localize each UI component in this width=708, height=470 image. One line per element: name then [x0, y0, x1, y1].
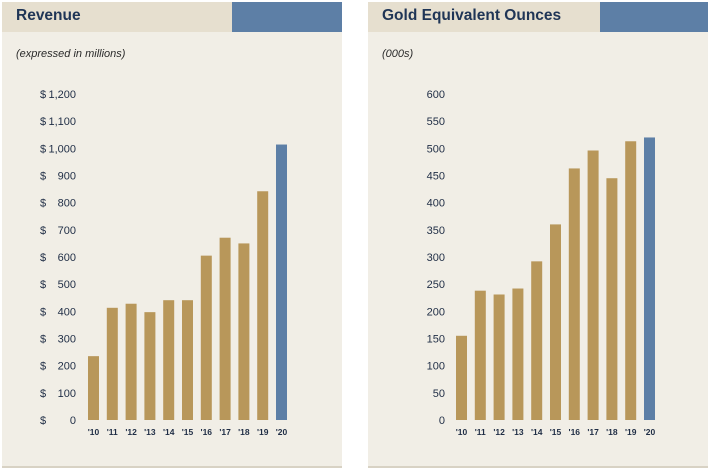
- bar: [493, 294, 505, 420]
- x-tick-label: '16: [201, 427, 213, 437]
- bar: [182, 300, 193, 420]
- y-tick-label: 1,200: [48, 89, 76, 101]
- revenue-header-band: [2, 2, 232, 32]
- bar: [474, 290, 486, 420]
- bar: [257, 191, 269, 420]
- bar: [200, 255, 212, 420]
- y-tick-label: 200: [58, 361, 76, 373]
- y-tick-currency: $: [40, 171, 46, 183]
- bar: [550, 224, 561, 420]
- x-tick-label: '12: [493, 427, 505, 437]
- bar: [587, 150, 599, 421]
- y-tick-label: 150: [427, 334, 445, 346]
- bar: [531, 261, 543, 420]
- bar: [125, 303, 137, 420]
- y-tick-label: 400: [58, 306, 76, 318]
- y-tick-label: 100: [427, 361, 445, 373]
- bar: [456, 335, 467, 420]
- bar: [512, 288, 524, 420]
- x-tick-label: '11: [475, 427, 486, 437]
- y-tick-currency: $: [40, 143, 46, 155]
- x-tick-label: '15: [182, 427, 194, 437]
- y-tick-currency: $: [40, 252, 46, 264]
- x-tick-label: '14: [531, 427, 543, 437]
- bar: [219, 237, 231, 420]
- y-tick-label: 250: [427, 279, 445, 291]
- y-tick-label: 450: [427, 171, 445, 183]
- x-tick-label: '11: [107, 427, 118, 437]
- ounces-subtitle: (000s): [382, 48, 414, 60]
- bar: [644, 137, 655, 420]
- x-tick-label: '19: [257, 427, 269, 437]
- y-tick-label: 550: [427, 116, 445, 128]
- ounces-header-accent: [600, 2, 708, 32]
- revenue-header-accent: [232, 2, 342, 32]
- x-tick-label: '13: [144, 427, 156, 437]
- ounces-header: Gold Equivalent Ounces: [368, 2, 708, 32]
- x-tick-label: '15: [550, 427, 562, 437]
- y-tick-label: 350: [427, 225, 445, 237]
- y-tick-label: 50: [433, 388, 445, 400]
- x-tick-label: '14: [163, 427, 175, 437]
- y-tick-currency: $: [40, 89, 46, 101]
- revenue-chart: $0 $ 100 $ 200 $ 300 $ 400 $ 500 $ 600 $ 700 $ 800 $ 900 $ 1…: [40, 89, 288, 437]
- ounces-chart: 0 50 100 150 200 250 300 350 400 450 500 550 600 '10 '…: [427, 89, 656, 437]
- y-tick-currency: $: [40, 361, 46, 373]
- bar: [238, 243, 250, 420]
- x-tick-label: '20: [644, 427, 656, 437]
- x-tick-label: '20: [276, 427, 288, 437]
- bar: [606, 178, 618, 420]
- bar: [106, 307, 118, 420]
- y-tick-label: 0: [70, 415, 76, 427]
- x-tick-label: '18: [238, 427, 250, 437]
- y-tick-currency: $: [40, 415, 46, 427]
- revenue-title: Revenue: [16, 7, 81, 24]
- y-tick-label: 200: [427, 306, 445, 318]
- y-tick-currency: $: [40, 388, 46, 400]
- revenue-panel: Revenue (expressed in millions) $0 $100 $2…: [2, 2, 342, 468]
- x-tick-label: '18: [606, 427, 618, 437]
- bar: [276, 144, 287, 420]
- y-tick-currency: $: [40, 116, 46, 128]
- y-tick-label: 600: [58, 252, 76, 264]
- y-tick-currency: $: [40, 306, 46, 318]
- x-tick-label: '17: [587, 427, 599, 437]
- x-tick-label: '17: [219, 427, 231, 437]
- y-tick-label: 500: [58, 279, 76, 291]
- y-tick-currency: $: [40, 198, 46, 210]
- x-tick-label: '10: [456, 427, 468, 437]
- y-tick-currency: $: [40, 225, 46, 237]
- y-tick-label: 0: [439, 415, 445, 427]
- bar: [568, 168, 580, 420]
- y-tick-currency: $: [40, 334, 46, 346]
- ounces-header-band: [368, 2, 600, 32]
- y-tick-currency: $: [40, 279, 46, 291]
- bar: [144, 312, 156, 420]
- revenue-header: Revenue: [2, 2, 342, 32]
- bar: [163, 300, 175, 420]
- y-tick-label: 400: [427, 198, 445, 210]
- y-tick-label: 800: [58, 198, 76, 210]
- x-tick-label: '13: [512, 427, 524, 437]
- y-tick-label: 900: [58, 171, 76, 183]
- y-tick-label: 1,000: [48, 143, 76, 155]
- y-tick-label: 100: [58, 388, 76, 400]
- y-tick-label: 700: [58, 225, 76, 237]
- x-tick-label: '10: [88, 427, 100, 437]
- y-tick-label: 1,100: [48, 116, 76, 128]
- y-tick-label: 500: [427, 143, 445, 155]
- x-tick-label: '19: [625, 427, 637, 437]
- y-tick-label: 300: [58, 334, 76, 346]
- x-tick-label: '12: [125, 427, 137, 437]
- x-tick-label: '16: [569, 427, 581, 437]
- ounces-title: Gold Equivalent Ounces: [382, 7, 562, 24]
- bar: [88, 356, 99, 420]
- revenue-subtitle: (expressed in millions): [16, 48, 126, 60]
- y-tick-label: 600: [427, 89, 445, 101]
- ounces-panel: Gold Equivalent Ounces (000s) 0 50 100 150 2…: [368, 2, 708, 468]
- bar: [625, 141, 637, 420]
- y-tick-label: 300: [427, 252, 445, 264]
